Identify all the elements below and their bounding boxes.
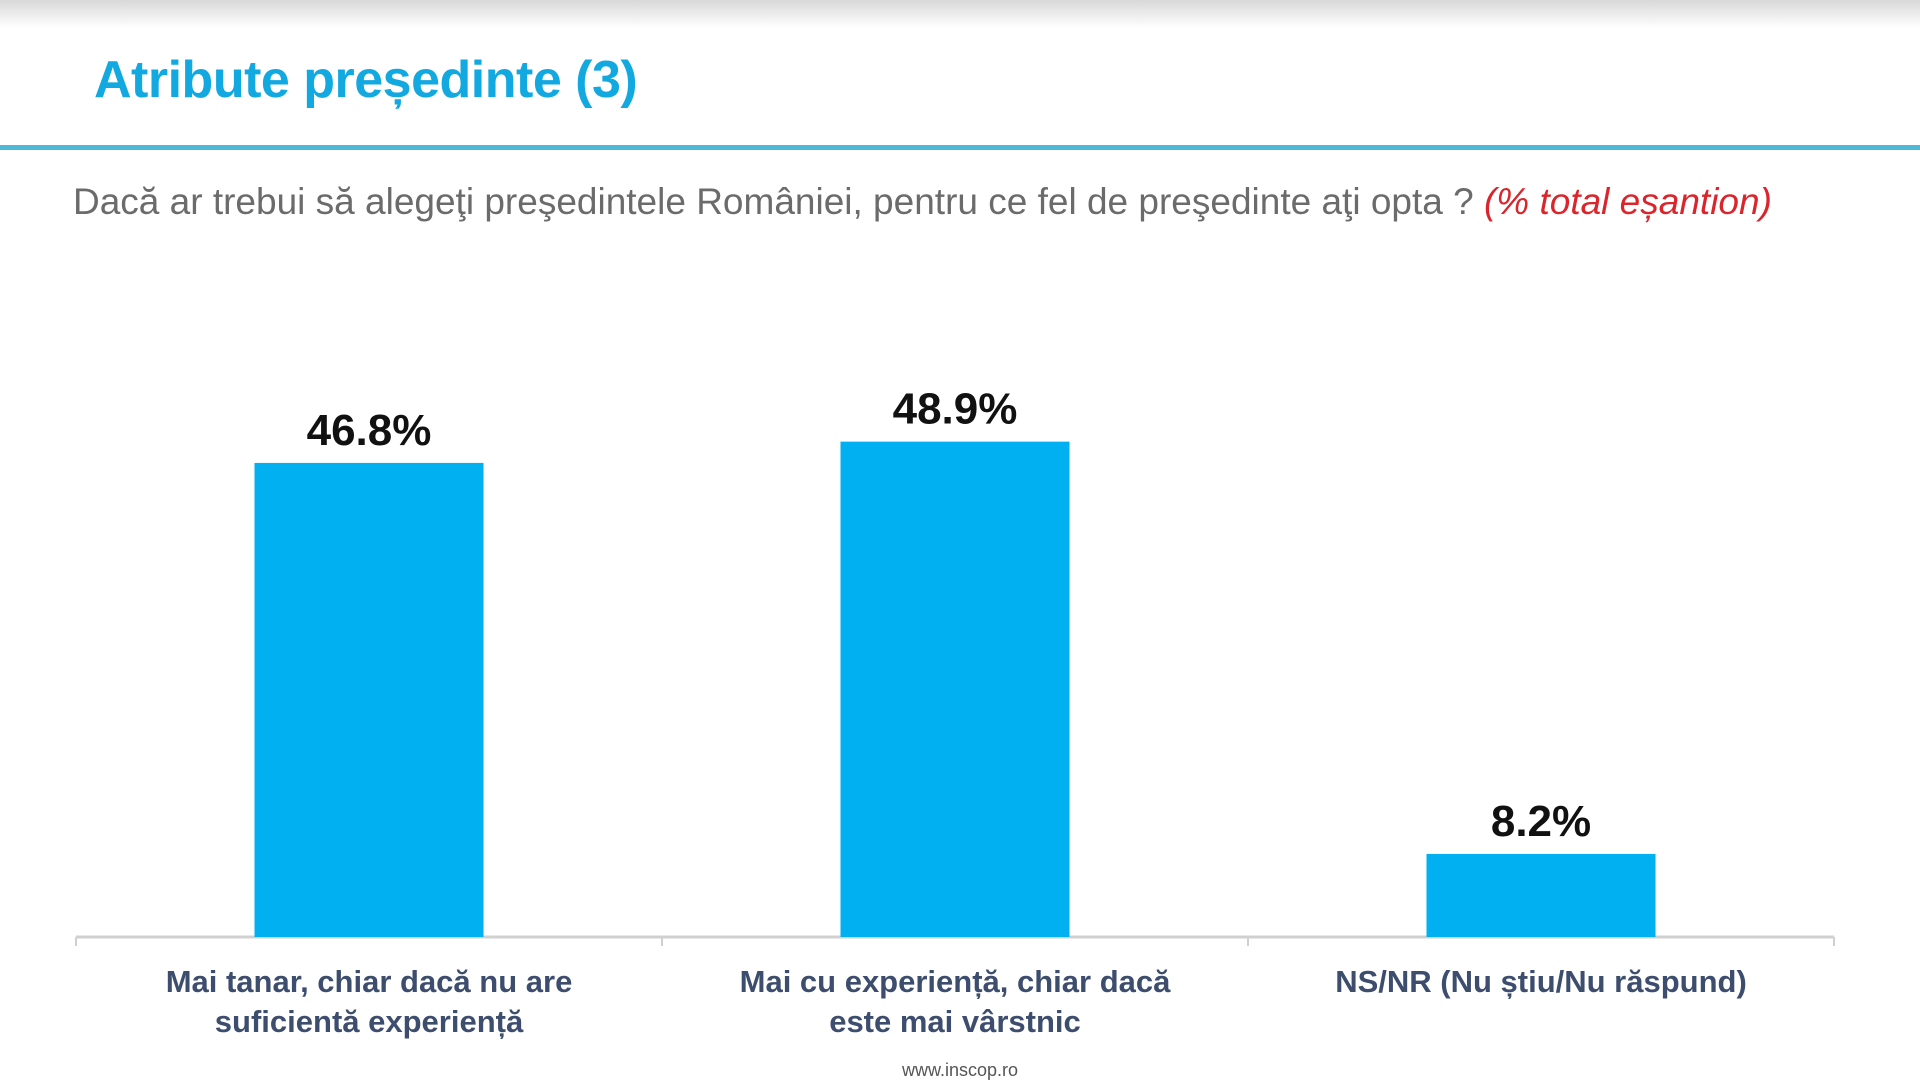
bar [1426,853,1656,937]
footer-url: www.inscop.ro [901,1060,1019,1080]
bar [254,462,484,937]
sample-note: (% total eșantion) [1483,181,1772,222]
data-label: 46.8% [307,406,432,455]
question-text: Dacă ar trebui să alegeţi preşedintele R… [73,165,1793,239]
question: Dacă ar trebui să alegeţi preşedintele R… [73,181,1484,222]
title-divider [0,145,1920,150]
category-label: Mai tanar, chiar dacă nu are [166,964,573,999]
category-label: suficientă experiență [215,1004,524,1039]
top-shade [0,0,1920,28]
category-label: Mai cu experiență, chiar dacă [740,964,1172,999]
category-label: este mai vârstnic [829,1004,1081,1039]
slide-title: Atribute președinte (3) [94,51,638,109]
category-label: NS/NR (Nu știu/Nu răspund) [1335,964,1747,999]
data-label: 48.9% [893,385,1018,434]
data-label: 8.2% [1491,797,1591,846]
bar [840,441,1070,937]
